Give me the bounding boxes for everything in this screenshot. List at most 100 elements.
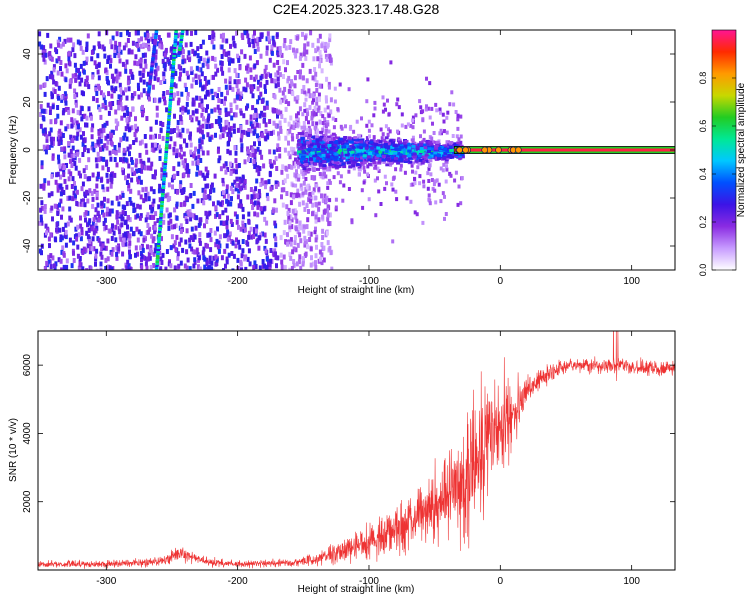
heatmap-cell [423, 155, 428, 159]
heatmap-cell [338, 137, 343, 141]
heatmap-cell [270, 44, 274, 50]
heatmap-cell [276, 52, 280, 58]
heatmap-cell [141, 73, 145, 78]
heatmap-cell [314, 218, 318, 224]
heatmap-cell [229, 108, 233, 113]
heatmap-cell [244, 254, 248, 260]
heatmap-cell [239, 199, 243, 205]
heatmap-cell [397, 148, 402, 151]
heatmap-cell [411, 118, 415, 123]
heatmap-cell [284, 239, 288, 245]
heatmap-cell [315, 87, 319, 93]
heatmap-cell [143, 134, 147, 139]
heatmap-cell [180, 154, 184, 160]
heatmap-cell [387, 127, 390, 132]
heatmap-cell [314, 83, 318, 87]
heatmap-cell [73, 53, 77, 59]
heatmap-cell [195, 171, 199, 177]
heatmap-cell [372, 135, 376, 140]
heatmap-cell [322, 138, 327, 142]
heatmap-cell [78, 110, 82, 116]
heatmap-cell [198, 125, 202, 130]
heatmap-cell [105, 159, 109, 165]
heatmap-cell [167, 182, 171, 188]
heatmap-cell [323, 171, 326, 176]
heatmap-cell [139, 43, 143, 49]
heatmap-cell [206, 64, 210, 70]
carrier-blob [462, 146, 469, 154]
heatmap-cell [146, 81, 150, 87]
heatmap-cell [234, 158, 238, 164]
heatmap-cell [427, 147, 432, 151]
heatmap-cell [169, 263, 173, 269]
heatmap-cell [124, 175, 127, 181]
heatmap-cell [294, 247, 298, 253]
heatmap-cell [162, 172, 167, 175]
heatmap-cell [256, 146, 260, 152]
heatmap-cell [264, 64, 268, 70]
heatmap-cell [280, 194, 283, 200]
heatmap-cell [335, 165, 340, 169]
heatmap-cell [189, 183, 193, 188]
heatmap-cell [162, 71, 166, 77]
heatmap-cell [119, 236, 123, 242]
heatmap-cell [226, 229, 230, 235]
heatmap-cell [95, 248, 99, 254]
heatmap-cell [162, 219, 166, 225]
heatmap-cell [225, 189, 229, 195]
heatmap-cell [88, 246, 92, 251]
heatmap-cell [138, 270, 141, 275]
heatmap-cell [297, 143, 302, 147]
heatmap-cell [151, 58, 155, 62]
heatmap-cell [130, 159, 134, 165]
heatmap-cell [49, 232, 53, 238]
heatmap-cell [127, 163, 131, 169]
heatmap-cell [237, 57, 241, 63]
heatmap-cell [148, 255, 152, 261]
heatmap-cell [447, 143, 452, 147]
heatmap-cell [180, 119, 184, 125]
heatmap-cell [124, 42, 128, 48]
heatmap-cell [357, 151, 362, 155]
heatmap-cell [290, 133, 294, 138]
heatmap-cell [305, 49, 309, 55]
heatmap-cell [40, 205, 44, 211]
heatmap-cell [105, 145, 109, 151]
heatmap-cell [160, 173, 164, 179]
colorbar: 0.00.20.40.60.8 Normalized spectral ampl… [698, 29, 747, 276]
heatmap-cell [81, 152, 85, 157]
heatmap-cell [63, 146, 67, 152]
heatmap-cell [252, 43, 256, 49]
heatmap-cell [147, 157, 151, 163]
heatmap-cell [315, 244, 318, 250]
heatmap-cell [81, 250, 85, 255]
heatmap-cell [188, 134, 192, 140]
heatmap-cell [91, 236, 95, 242]
heatmap-cell [282, 230, 286, 236]
heatmap-cell [309, 143, 314, 147]
heatmap-cell [234, 150, 238, 156]
heatmap-cell [134, 252, 137, 258]
heatmap-cell [327, 157, 331, 161]
heatmap-cell [287, 164, 291, 170]
heatmap-cell [236, 257, 240, 263]
heatmap-cell [183, 82, 187, 88]
heatmap-cell [297, 150, 302, 154]
heatmap-cell [93, 188, 97, 194]
heatmap-cell [247, 39, 251, 45]
colorbar-ticks: 0.00.20.40.60.8 [698, 72, 736, 276]
heatmap-cell [283, 219, 287, 225]
heatmap-cell [133, 91, 137, 97]
heatmap-cell [249, 187, 253, 192]
heatmap-cell [110, 93, 114, 99]
heatmap-cell [45, 134, 49, 140]
heatmap-cell [248, 42, 252, 48]
heatmap-cell [183, 138, 186, 144]
heatmap-cell [427, 197, 431, 202]
heatmap-cell [286, 241, 290, 247]
heatmap-cell [127, 243, 131, 249]
heatmap-cell [281, 164, 285, 170]
heatmap-cell [318, 63, 321, 69]
heatmap-cell [231, 35, 235, 41]
heatmap-cell [136, 61, 139, 66]
